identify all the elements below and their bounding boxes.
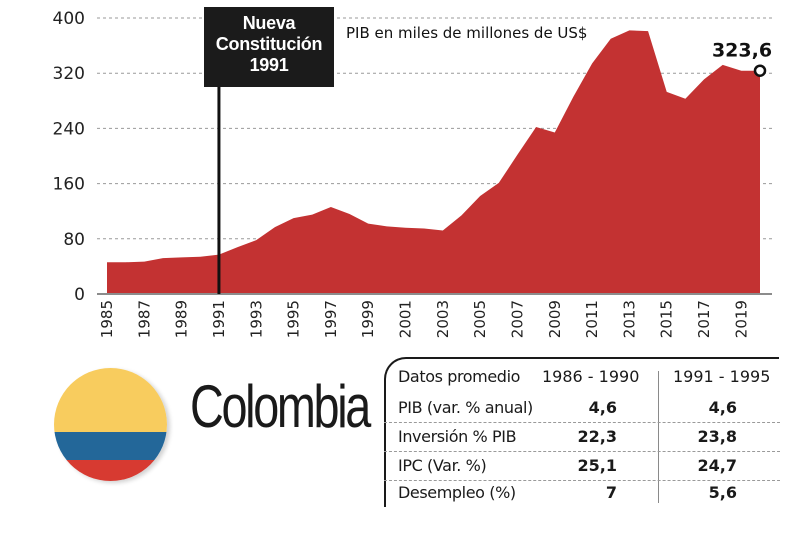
x-tick-label: 1993 bbox=[247, 300, 265, 338]
row-label: IPC (Var. %) bbox=[398, 456, 487, 475]
x-tick-label: 1999 bbox=[359, 300, 377, 338]
x-tick-label: 2001 bbox=[397, 300, 415, 338]
x-tick-label: 2005 bbox=[471, 300, 489, 338]
x-tick-label: 1997 bbox=[322, 300, 340, 338]
flag-blue-band bbox=[54, 432, 167, 460]
x-tick-label: 2015 bbox=[658, 300, 676, 338]
callout-line-2: Constitución bbox=[215, 34, 323, 54]
x-tick-label: 1995 bbox=[285, 300, 303, 338]
table-row: Desempleo (%) 7 5,6 bbox=[384, 479, 780, 507]
x-tick-label: 2003 bbox=[434, 300, 452, 338]
row-value-2: 23,8 bbox=[697, 427, 737, 446]
row-value-1: 7 bbox=[605, 483, 617, 502]
flag-yellow-band bbox=[54, 368, 167, 433]
table-frame bbox=[384, 357, 779, 507]
x-tick-label: 1987 bbox=[135, 300, 153, 338]
y-tick-label: 160 bbox=[53, 175, 85, 195]
chart-title: PIB en miles de millones de US$ bbox=[346, 24, 587, 42]
flag-red-band bbox=[54, 459, 167, 481]
x-tick-label: 2011 bbox=[583, 300, 601, 338]
table-row: IPC (Var. %) 25,1 24,7 bbox=[384, 452, 780, 481]
table-header-row: Datos promedio 1986 - 1990 1991 - 1995 bbox=[384, 363, 780, 391]
y-axis-ticks: 0 80 160 240 320 400 bbox=[53, 9, 85, 305]
colombia-flag-icon bbox=[54, 368, 167, 481]
row-label: PIB (var. % anual) bbox=[398, 398, 533, 417]
x-axis-ticks: 1985 1987 1989 1991 1993 1995 1997 1999 2001 2003… bbox=[98, 300, 750, 338]
gdp-area bbox=[107, 30, 760, 294]
country-name: Colombia bbox=[190, 373, 371, 440]
callout-line-1: Nueva bbox=[242, 13, 296, 33]
x-tick-label: 2013 bbox=[620, 300, 638, 338]
row-value-2: 5,6 bbox=[708, 483, 737, 502]
callout-line-3: 1991 bbox=[249, 55, 289, 75]
x-tick-label: 2009 bbox=[546, 300, 564, 338]
row-value-1: 22,3 bbox=[577, 427, 617, 446]
header-period-2: 1991 - 1995 bbox=[673, 367, 771, 386]
row-label: Desempleo (%) bbox=[398, 483, 516, 502]
x-tick-label: 1985 bbox=[98, 300, 116, 338]
y-tick-label: 320 bbox=[53, 64, 85, 84]
row-label: Inversión % PIB bbox=[398, 427, 517, 446]
averages-table: Datos promedio 1986 - 1990 1991 - 1995 P… bbox=[384, 357, 780, 507]
row-value-2: 4,6 bbox=[708, 398, 737, 417]
gdp-area-chart: 0 80 160 240 320 400 1985 1987 1989 1991 1993 1995… bbox=[53, 9, 773, 338]
header-period-1: 1986 - 1990 bbox=[542, 367, 640, 386]
x-tick-label: 2019 bbox=[732, 300, 750, 338]
end-point-label: 323,6 bbox=[712, 40, 772, 62]
x-tick-label: 1989 bbox=[173, 300, 191, 338]
y-tick-label: 240 bbox=[53, 119, 85, 139]
table-row: PIB (var. % anual) 4,6 4,6 bbox=[384, 394, 780, 423]
y-tick-label: 80 bbox=[63, 230, 85, 250]
x-tick-label: 2007 bbox=[508, 300, 526, 338]
x-tick-label: 1991 bbox=[210, 300, 228, 338]
y-tick-label: 400 bbox=[53, 9, 85, 29]
x-tick-label: 2017 bbox=[695, 300, 713, 338]
constitution-callout: Nueva Constitución 1991 bbox=[204, 7, 334, 87]
row-value-1: 4,6 bbox=[588, 398, 617, 417]
row-value-1: 25,1 bbox=[577, 456, 617, 475]
header-label: Datos promedio bbox=[398, 367, 521, 386]
y-tick-label: 0 bbox=[74, 285, 85, 305]
row-value-2: 24,7 bbox=[697, 456, 737, 475]
end-point-marker bbox=[753, 64, 767, 77]
column-separator bbox=[658, 371, 659, 503]
table-row: Inversión % PIB 22,3 23,8 bbox=[384, 423, 780, 452]
